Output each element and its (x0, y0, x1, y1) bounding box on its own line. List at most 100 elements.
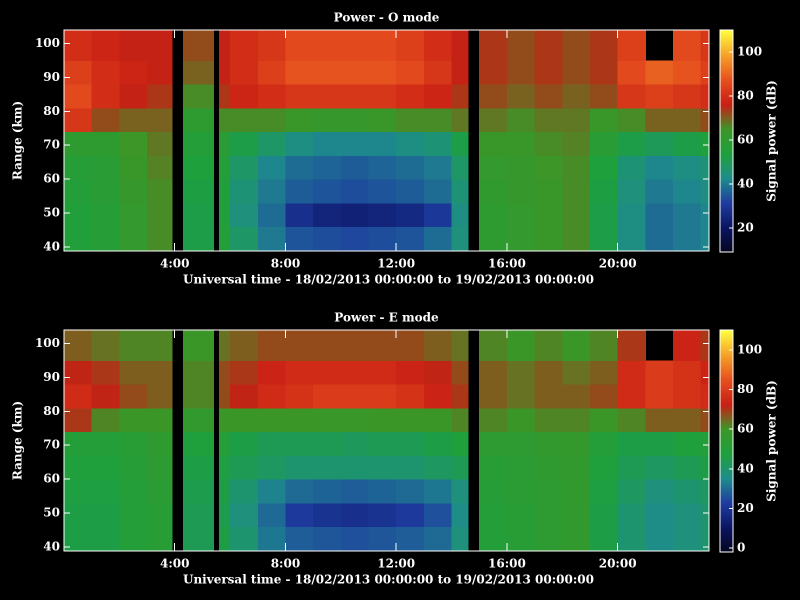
heatmap-cell (589, 479, 619, 504)
heatmap-cell (451, 360, 469, 385)
heatmap-cell (230, 155, 259, 180)
heatmap-cell (589, 84, 619, 109)
heatmap-cell (534, 202, 563, 228)
heatmap-cell (147, 84, 173, 109)
heatmap-cell (147, 384, 173, 409)
colorbar-segment (720, 424, 733, 428)
colorbar-segment (720, 42, 733, 45)
heatmap-cell (119, 526, 148, 551)
colorbar-segment (720, 157, 733, 160)
heatmap-cell (183, 479, 214, 504)
colorbar-segment (720, 241, 733, 245)
heatmap-cell (64, 202, 93, 228)
colorbar-segment (720, 370, 733, 373)
heatmap-cell (506, 502, 536, 528)
heatmap-cell (64, 431, 93, 456)
heatmap-cell (340, 107, 370, 133)
colorbar-segment (720, 497, 733, 501)
heatmap-cell (230, 384, 259, 409)
heatmap-cell (451, 179, 469, 204)
heatmap-cell (562, 479, 591, 504)
colorbar-segment (720, 32, 733, 35)
heatmap-cell (396, 330, 425, 362)
colorbar-segment (720, 84, 733, 88)
chart-title: Power - O mode (334, 11, 440, 25)
colorbar-segment (720, 126, 733, 130)
heatmap-cell (183, 407, 214, 433)
heatmap-cell (64, 107, 93, 133)
colorbar-segment (720, 366, 733, 369)
heatmap-cell (147, 526, 173, 551)
heatmap-cell (64, 30, 93, 62)
heatmap-cell (617, 502, 646, 528)
heatmap-cell (617, 155, 646, 180)
heatmap-cell (313, 30, 342, 62)
heatmap-cell (589, 60, 619, 85)
heatmap-cell (645, 502, 674, 528)
heatmap-cell (451, 455, 469, 480)
heatmap-cell (147, 131, 173, 156)
heatmap-cell (285, 479, 314, 504)
heatmap-cell (91, 384, 120, 409)
colorbar-segment (720, 225, 733, 229)
colorbar-label: Signal power (dB) (765, 380, 779, 502)
heatmap-cell (534, 155, 563, 180)
heatmap-cell (285, 330, 314, 362)
heatmap-cell (506, 179, 536, 204)
heatmap-cell (617, 407, 646, 433)
heatmap-cell (368, 455, 397, 480)
heatmap-cell (673, 479, 702, 504)
heatmap-cell (396, 226, 425, 251)
plot-frame (63, 329, 710, 552)
colorbar-segment (720, 88, 733, 92)
heatmap-cell (285, 526, 314, 551)
colorbar-segment (720, 96, 733, 100)
heatmap-cell (479, 84, 508, 109)
heatmap-cell (119, 202, 148, 228)
x-tick-label: 20:00 (599, 257, 637, 271)
colorbar-segment (720, 537, 733, 541)
heatmap-cell (396, 107, 425, 133)
heatmap-cell (506, 84, 536, 109)
colorbar-segment (720, 249, 733, 253)
colorbar-segment (720, 509, 733, 513)
colorbar-segment (720, 72, 733, 75)
colorbar-segment (720, 531, 733, 535)
heatmap-cell (673, 131, 702, 156)
colorbar-segment (720, 348, 733, 351)
colorbar-segment (720, 501, 733, 505)
heatmap-cell (368, 107, 397, 133)
heatmap-cell (219, 330, 231, 362)
colorbar-segment (720, 213, 733, 217)
heatmap-cell (451, 202, 469, 228)
heatmap-cell (423, 431, 453, 456)
colorbar-segment (720, 116, 733, 120)
heatmap-cell (534, 226, 563, 251)
heatmap-cell (506, 155, 536, 180)
heatmap-cell (230, 179, 259, 204)
colorbar-segment (720, 171, 733, 174)
heatmap-cell (219, 131, 231, 156)
heatmap-cell (64, 360, 93, 385)
heatmap-cell (700, 60, 710, 85)
heatmap-cell (368, 202, 397, 228)
colorbar-segment (720, 471, 733, 474)
colorbar-segment (720, 360, 733, 363)
colorbar-segment (720, 34, 733, 37)
heatmap-cell (119, 107, 148, 133)
colorbar-segment (720, 390, 733, 394)
heatmap-cell (617, 107, 646, 133)
heatmap-cell (340, 202, 370, 228)
heatmap-cell (230, 84, 259, 109)
colorbar-segment (720, 165, 733, 168)
colorbar-segment (720, 400, 733, 404)
heatmap-cell (230, 60, 259, 85)
heatmap-cell (230, 226, 259, 251)
y-tick-label: 60 (43, 172, 60, 186)
colorbar-segment (720, 535, 733, 539)
heatmap-cell (368, 179, 397, 204)
heatmap-cell (64, 479, 93, 504)
heatmap-cell (506, 60, 536, 85)
heatmap-cell (340, 226, 370, 251)
heatmap-cell (368, 360, 397, 385)
